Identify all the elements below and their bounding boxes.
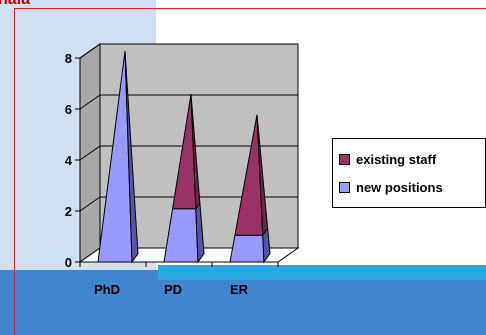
cones	[97, 50, 271, 264]
x-tick-labels: PhD PD ER	[94, 282, 249, 297]
legend-label-existing-staff: existing staff	[356, 151, 437, 167]
title-fragment: nala	[0, 0, 30, 9]
background-band-blue	[0, 280, 486, 335]
legend-item-existing-staff: existing staff	[339, 145, 481, 173]
cone-er-existing-staff-side	[256, 114, 269, 237]
gridline	[79, 43, 298, 59]
legend-swatch-existing-staff	[339, 153, 350, 165]
chart-legend: existing staff new positions	[332, 138, 486, 208]
frame-line-left	[14, 8, 15, 335]
y-tick-label: 4	[65, 153, 73, 168]
background-band-left	[0, 270, 158, 280]
y-tick-label: 6	[65, 102, 72, 117]
gridlines	[79, 43, 298, 212]
frame-line-top	[14, 8, 486, 9]
x-tick-label: PD	[164, 282, 182, 297]
legend-item-new-positions: new positions	[339, 173, 481, 201]
background-band-cyan	[158, 265, 486, 280]
gridline	[79, 196, 298, 212]
cone-phd-new-positions-side	[124, 50, 139, 264]
y-tick-label: 2	[65, 204, 72, 219]
x-tick-label: PhD	[94, 282, 120, 297]
legend-label-new-positions: new positions	[356, 179, 443, 195]
gridline	[79, 94, 298, 110]
y-tick-label: 8	[65, 51, 72, 66]
cone-er-new-positions-front	[229, 234, 265, 263]
legend-swatch-new-positions	[339, 181, 350, 193]
y-tick-labels: 0 2 4 6 8	[65, 51, 73, 270]
y-tick-label: 0	[65, 255, 72, 270]
axes	[75, 57, 279, 267]
gridline	[79, 145, 298, 161]
x-tick-label: ER	[230, 282, 249, 297]
cone-pd-existing-staff-side	[190, 94, 201, 211]
